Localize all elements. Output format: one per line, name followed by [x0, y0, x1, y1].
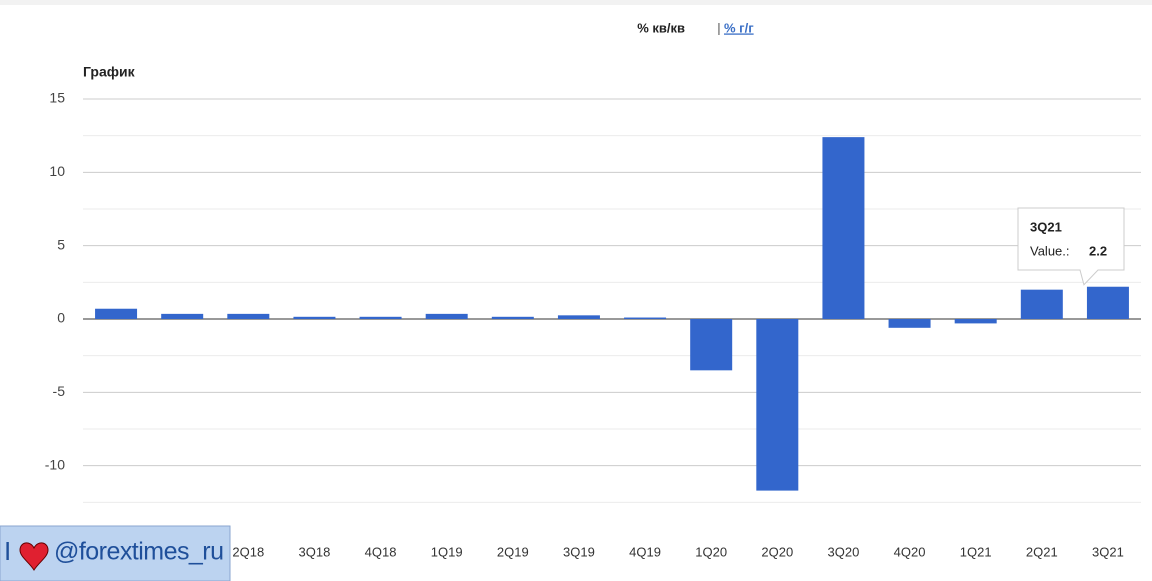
- bar: [557, 315, 600, 319]
- top-band: [0, 0, 1152, 5]
- y-tick-label: -10: [45, 456, 65, 472]
- x-tick-label: 3Q19: [563, 544, 595, 559]
- bar: [1086, 286, 1129, 319]
- x-tick-label: 2Q20: [761, 544, 793, 559]
- tooltip-label: Value.:: [1030, 243, 1070, 258]
- x-tick-label: 3Q21: [1092, 544, 1124, 559]
- x-tick-label: 2Q19: [497, 544, 529, 559]
- bar: [227, 313, 270, 319]
- qoq-label: % кв/кв: [637, 20, 685, 35]
- bar: [1020, 289, 1063, 319]
- bar: [888, 319, 931, 328]
- x-tick-label: 2Q18: [232, 544, 264, 559]
- bar: [293, 316, 336, 319]
- bar: [161, 313, 204, 319]
- x-tick-label: 4Q19: [629, 544, 661, 559]
- x-tick-label: 2Q21: [1026, 544, 1058, 559]
- bar: [756, 319, 799, 491]
- bar: [954, 319, 997, 324]
- y-tick-label: 15: [49, 90, 65, 106]
- bar: [624, 317, 667, 319]
- x-tick-label: 4Q18: [365, 544, 397, 559]
- tooltip-value: 2.2: [1089, 243, 1107, 258]
- watermark-prefix: I: [4, 536, 11, 566]
- tooltip-box: [1017, 207, 1125, 286]
- x-tick-label: 1Q19: [431, 544, 463, 559]
- yoy-link[interactable]: % г/г: [724, 20, 754, 35]
- tooltip-category: 3Q21: [1030, 219, 1062, 234]
- watermark-text: @forextimes_ru: [54, 538, 224, 566]
- x-tick-label: 1Q21: [960, 544, 992, 559]
- y-tick-label: 10: [49, 163, 65, 179]
- watermark: I @forextimes_ru: [0, 525, 231, 581]
- y-tick-label: -5: [53, 383, 66, 399]
- bar: [690, 319, 733, 371]
- x-tick-label: 3Q18: [299, 544, 331, 559]
- heart-icon: [19, 542, 49, 571]
- bar: [359, 316, 402, 319]
- bar: [822, 137, 865, 319]
- y-tick-label: 5: [57, 236, 65, 252]
- bar: [425, 313, 468, 319]
- x-tick-label: 3Q20: [828, 544, 860, 559]
- y-tick-label: 0: [57, 310, 65, 326]
- chart-title: График: [83, 64, 136, 80]
- bar: [491, 316, 534, 319]
- x-tick-label: 4Q20: [894, 544, 926, 559]
- bar: [95, 308, 138, 319]
- separator: |: [717, 20, 720, 35]
- x-tick-label: 1Q20: [695, 544, 727, 559]
